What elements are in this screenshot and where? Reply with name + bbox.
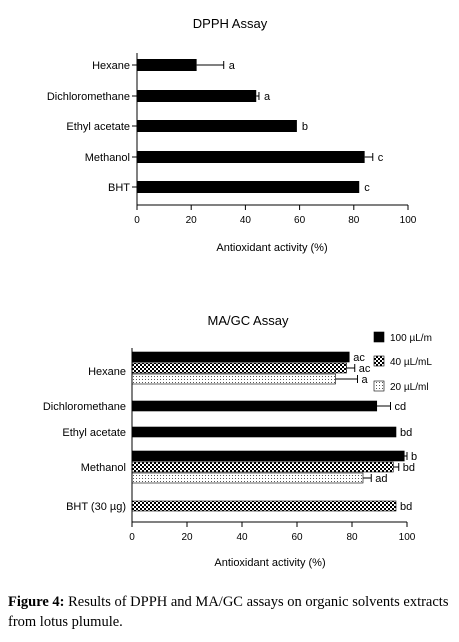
magc-x-tick-label: 40 [236, 532, 248, 543]
magc-significance-letter: ac [359, 363, 371, 375]
dpph-significance-letter: c [378, 152, 384, 164]
magc-x-tick-label: 0 [129, 532, 135, 543]
magc-legend-label: 20 µL/ml [390, 382, 429, 393]
magc-x-tick-label: 60 [291, 532, 303, 543]
dpph-category-label: Methanol [85, 152, 130, 164]
magc-category-label: Hexane [88, 366, 126, 378]
dpph-category-label: BHT [108, 182, 130, 194]
dpph-x-tick-label: 100 [400, 215, 417, 226]
caption-text: Results of DPPH and MA/GC assays on orga… [8, 594, 449, 630]
magc-x-tick-label: 100 [399, 532, 416, 543]
magc-chart: MA/GC Assay Hexane Dichloromethane Ethyl a… [43, 313, 432, 569]
magc-x-tick-label: 20 [181, 532, 193, 543]
magc-bar [131, 362, 347, 374]
dpph-significance-letter: a [229, 60, 236, 72]
dpph-significance-letter: a [264, 91, 271, 103]
dpph-chart-title: DPPH Assay [193, 16, 268, 31]
dpph-x-tick-label: 40 [240, 215, 252, 226]
magc-bar [131, 472, 364, 484]
magc-x-tick-label: 80 [346, 532, 358, 543]
dpph-x-tick-label: 80 [348, 215, 360, 226]
dpph-bar [137, 151, 365, 163]
caption-label: Figure 4: [8, 594, 65, 610]
magc-significance-letter: bd [403, 462, 415, 474]
magc-x-axis-label: Antioxidant activity (%) [214, 557, 325, 569]
magc-legend-swatch [373, 355, 385, 367]
dpph-bar [137, 181, 360, 193]
magc-significance-letter: bd [400, 427, 412, 439]
figure-caption: Figure 4: Results of DPPH and MA/GC assa… [8, 592, 453, 632]
magc-legend-label: 40 µL/mL [390, 357, 432, 368]
magc-significance-letter: ad [375, 473, 387, 485]
dpph-bar [137, 90, 257, 102]
magc-legend-swatch [373, 380, 385, 392]
magc-bar [131, 500, 397, 512]
dpph-x-tick-label: 60 [294, 215, 306, 226]
dpph-x-tick-label: 0 [134, 215, 140, 226]
magc-chart-title: MA/GC Assay [208, 313, 289, 328]
magc-bar [131, 450, 405, 462]
magc-category-label: BHT (30 µg) [66, 501, 126, 513]
dpph-x-tick-label: 20 [186, 215, 198, 226]
magc-bar [131, 426, 397, 438]
magc-legend: 100 µL/m 40 µL/mL 20 µL/ml [373, 331, 432, 393]
magc-significance-letter: ac [353, 352, 365, 364]
dpph-significance-letter: c [364, 182, 370, 194]
dpph-chart: DPPH Assay Hexane Dichloromethane Ethyl ac… [47, 16, 417, 254]
magc-significance-letter: cd [395, 401, 407, 413]
dpph-category-label: Ethyl acetate [66, 121, 130, 133]
magc-significance-letter: a [362, 374, 369, 386]
dpph-x-axis-label: Antioxidant activity (%) [216, 242, 327, 254]
magc-category-label: Ethyl acetate [62, 427, 126, 439]
magc-legend-label: 100 µL/m [390, 333, 432, 344]
magc-bar [131, 461, 394, 473]
magc-bar [131, 373, 336, 385]
magc-significance-letter: bd [400, 501, 412, 513]
dpph-category-label: Hexane [92, 60, 130, 72]
magc-legend-swatch [373, 331, 385, 343]
dpph-bar [137, 120, 297, 132]
dpph-category-label: Dichloromethane [47, 91, 130, 103]
magc-category-label: Dichloromethane [43, 401, 126, 413]
magc-bar [131, 351, 350, 363]
magc-bar [131, 400, 378, 412]
magc-significance-letter: b [411, 451, 417, 463]
dpph-bar [137, 59, 197, 71]
dpph-significance-letter: b [302, 121, 308, 133]
magc-category-label: Methanol [81, 462, 126, 474]
